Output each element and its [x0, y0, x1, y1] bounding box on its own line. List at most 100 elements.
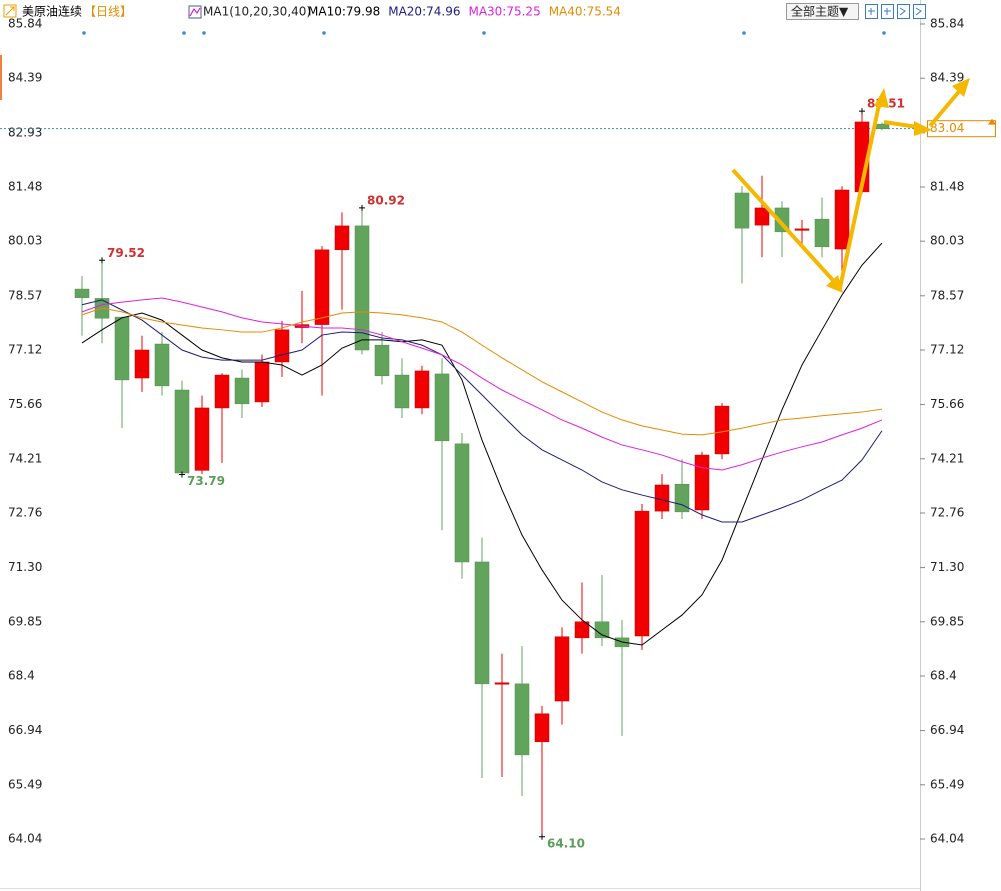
plot-area: 85.8485.8484.3984.3982.9382.9381.4881.48… [0, 17, 996, 850]
y-tick-label-left: 69.85 [8, 614, 42, 628]
theme-button[interactable] [786, 3, 859, 20]
candle-body [254, 361, 270, 403]
instrument-title: 美原油连续 [22, 4, 82, 19]
candle-body [494, 682, 510, 685]
y-tick-label-right: 65.49 [930, 777, 964, 791]
candle-body [734, 192, 750, 229]
candle-body [674, 483, 690, 513]
candle-body [834, 189, 850, 250]
y-tick-label-right: 78.57 [930, 288, 964, 302]
candle-body [794, 228, 810, 231]
y-tick-label-left: 71.30 [8, 560, 42, 574]
y-tick-label-left: 66.94 [8, 723, 42, 737]
y-tick-label-left: 84.39 [8, 71, 42, 85]
theme-button-label[interactable]: 全部主题▼ [791, 4, 849, 19]
candle-body [874, 123, 890, 129]
y-tick-label-right: 66.94 [930, 723, 964, 737]
y-tick-label-right: 68.4 [930, 669, 957, 683]
event-dot [482, 31, 486, 35]
y-tick-label-right: 72.76 [930, 506, 964, 520]
y-tick-label-left: 68.4 [8, 669, 35, 683]
last-price-label: 83.04 [930, 121, 964, 135]
candle-body [314, 249, 330, 325]
candle-body [414, 370, 430, 409]
event-dot [202, 31, 206, 35]
candle-body [654, 484, 670, 512]
candle-body [134, 349, 150, 379]
candle-body [454, 443, 470, 563]
extreme-label: 80.92 [367, 193, 405, 207]
side-marker [0, 55, 2, 100]
arrow-head [952, 78, 970, 97]
ma-line [81, 297, 883, 471]
extreme-marker [99, 257, 105, 264]
event-dot [742, 31, 746, 35]
y-tick-label-left: 85.84 [8, 17, 42, 31]
event-dot [182, 31, 186, 35]
y-tick-label-right: 69.85 [930, 614, 964, 628]
arrow-path [928, 86, 964, 128]
candle-body [514, 683, 530, 756]
event-dot [322, 31, 326, 35]
candle-body [594, 621, 610, 639]
arrow-head [874, 88, 889, 108]
candle-body [554, 636, 570, 702]
candle-body [634, 510, 650, 637]
y-tick-label-right: 80.03 [930, 234, 964, 248]
y-tick-label-left: 75.66 [8, 397, 42, 411]
extreme-marker [179, 471, 185, 478]
last-price-pointer [988, 118, 996, 125]
indicator-label: MA1(10,20,30,40) [203, 5, 311, 19]
y-tick-label-right: 84.39 [930, 71, 964, 85]
toolbar [865, 4, 926, 19]
extreme-marker [859, 108, 865, 115]
event-dot [82, 31, 86, 35]
y-tick-label-right: 81.48 [930, 180, 964, 194]
candle-body [194, 407, 210, 471]
extreme-label: 73.79 [187, 474, 225, 488]
candle-body [174, 389, 190, 474]
candle-body [274, 329, 290, 363]
legend-entry: MA20:74.96 [388, 5, 460, 19]
ma-line [81, 242, 883, 646]
candle-body [114, 316, 130, 381]
event-markers [82, 31, 886, 35]
candle-body [714, 405, 730, 455]
y-tick-label-left: 65.49 [8, 777, 42, 791]
arrow-head [914, 121, 932, 136]
candle-body [534, 713, 550, 743]
y-tick-label-left: 78.57 [8, 288, 42, 302]
legend: MA10:79.98 MA20:74.96 MA30:75.25 MA40:75.54 [308, 5, 621, 19]
candle-body [234, 377, 250, 405]
y-tick-label-left: 64.04 [8, 832, 42, 846]
candle-body [574, 621, 590, 639]
arrow-heads [826, 78, 970, 293]
y-tick-label-left: 81.48 [8, 180, 42, 194]
ma-line [81, 299, 883, 523]
legend-entry: MA10:79.98 [308, 5, 380, 19]
y-tick-label-left: 82.93 [8, 125, 42, 139]
candle-body [434, 373, 450, 442]
indicator-icon-line [189, 7, 201, 17]
extreme-marker [359, 204, 365, 211]
y-tick-label-left: 74.21 [8, 451, 42, 465]
candle-body [754, 207, 770, 226]
y-tick-label-right: 64.04 [930, 832, 964, 846]
y-tick-label-right: 71.30 [930, 560, 964, 574]
event-dot [882, 31, 886, 35]
period-label: 【日线】 [84, 5, 132, 19]
extreme-marker [539, 833, 545, 840]
header-icon-arrow [5, 6, 15, 16]
candle-body [354, 225, 370, 351]
extreme-label: 64.10 [547, 836, 585, 850]
y-tick-label-left: 72.76 [8, 506, 42, 520]
y-tick-label-right: 85.84 [930, 17, 964, 31]
candle-body [474, 561, 490, 685]
candle-body [694, 454, 710, 511]
y-tick-label-right: 74.21 [930, 451, 964, 465]
y-tick-label-right: 75.66 [930, 397, 964, 411]
extreme-label: 79.52 [107, 246, 145, 260]
arrow-head [826, 275, 843, 293]
